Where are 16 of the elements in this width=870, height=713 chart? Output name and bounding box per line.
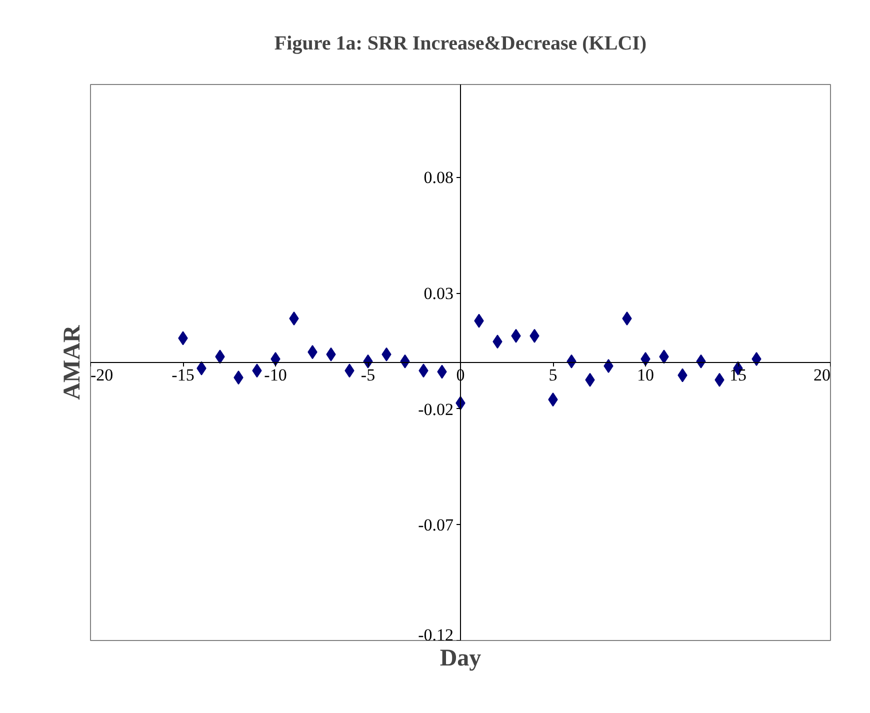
- x-tick-label: 5: [548, 366, 558, 384]
- chart-title: Figure 1a: SRR Increase&Decrease (KLCI): [274, 32, 647, 54]
- x-tick-label: -20: [90, 366, 114, 384]
- x-tick-label: -5: [360, 366, 376, 384]
- y-tick-label: 0.03: [424, 284, 454, 303]
- x-tick-label: -10: [264, 366, 287, 384]
- x-tick-label: 15: [730, 366, 746, 384]
- y-axis-title: AMAR: [60, 324, 86, 400]
- x-tick-label: -15: [172, 366, 194, 384]
- y-tick-label: -0.02: [418, 400, 454, 419]
- x-axis-title: Day: [440, 646, 482, 672]
- y-tick-label: -0.07: [418, 516, 454, 535]
- y-tick-label: -0.12: [418, 626, 454, 644]
- y-tick-label: 0.08: [424, 168, 454, 188]
- x-tick-label: 20: [814, 366, 830, 384]
- x-tick-label: 10: [637, 366, 654, 384]
